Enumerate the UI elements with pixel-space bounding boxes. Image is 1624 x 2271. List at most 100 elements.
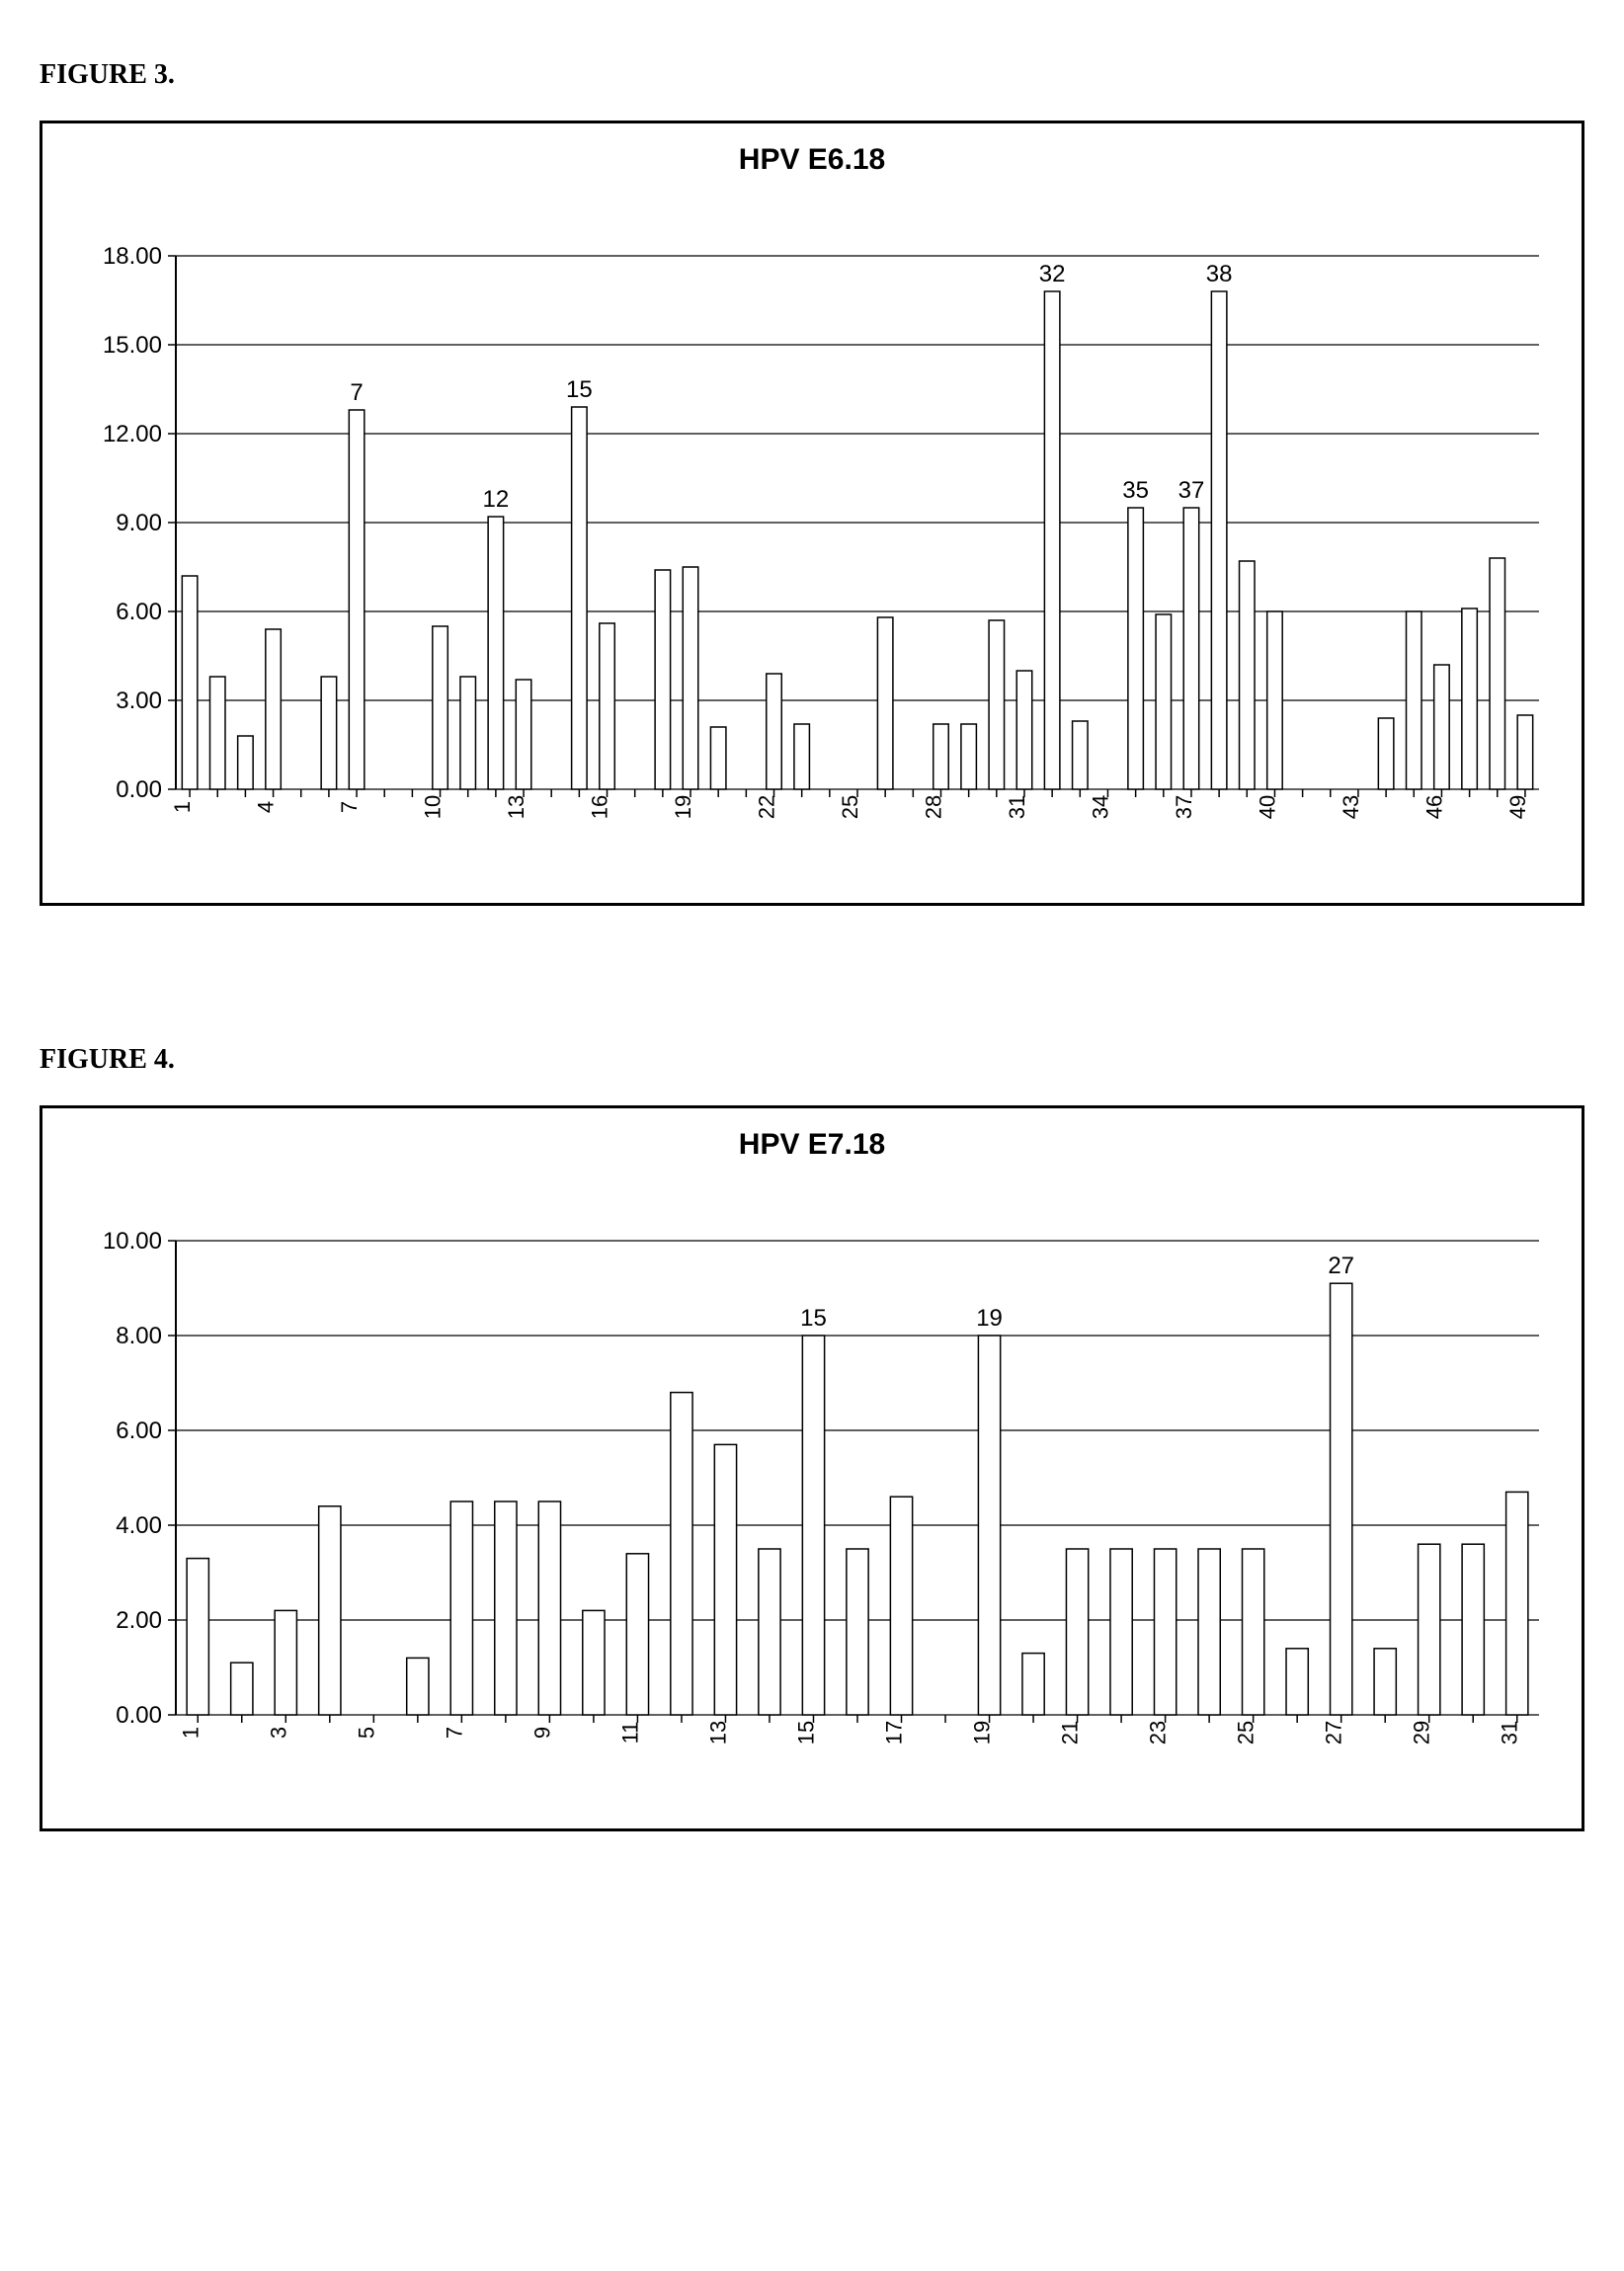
- svg-text:0.00: 0.00: [116, 1702, 162, 1729]
- figure3-label: FIGURE 3.: [40, 59, 1584, 91]
- bar: [583, 1610, 605, 1715]
- bar: [1506, 1492, 1528, 1715]
- bar: [978, 1336, 1000, 1715]
- svg-text:35: 35: [1122, 477, 1149, 504]
- bar: [321, 677, 336, 789]
- svg-text:1: 1: [178, 1727, 203, 1739]
- svg-text:25: 25: [1234, 1721, 1259, 1744]
- bar: [572, 407, 587, 789]
- bar: [187, 1559, 208, 1715]
- figure3-svg: 0.003.006.009.0012.0015.0018.00147101316…: [67, 197, 1569, 878]
- svg-text:9: 9: [529, 1727, 554, 1739]
- bar: [1286, 1649, 1308, 1715]
- svg-text:3: 3: [266, 1727, 290, 1739]
- bar: [182, 576, 197, 789]
- bar: [847, 1549, 868, 1715]
- bar: [450, 1501, 472, 1715]
- bar: [238, 736, 253, 789]
- bar: [1419, 1544, 1440, 1715]
- svg-text:6.00: 6.00: [116, 599, 162, 625]
- figure4-label: FIGURE 4.: [40, 1044, 1584, 1076]
- bar: [877, 617, 892, 789]
- bar: [1044, 291, 1059, 789]
- svg-text:29: 29: [1410, 1721, 1434, 1744]
- figure4-svg: 0.002.004.006.008.0010.00135791113151719…: [67, 1181, 1569, 1804]
- bar: [989, 620, 1004, 789]
- bar: [1066, 1549, 1088, 1715]
- svg-text:2.00: 2.00: [116, 1607, 162, 1634]
- bar: [1462, 608, 1477, 789]
- bar: [1154, 1549, 1176, 1715]
- bar: [600, 623, 614, 789]
- figure3-plot: 0.003.006.009.0012.0015.0018.00147101316…: [67, 197, 1557, 878]
- svg-text:5: 5: [354, 1727, 378, 1739]
- svg-text:32: 32: [1039, 261, 1066, 287]
- bar: [961, 724, 976, 789]
- svg-text:19: 19: [671, 795, 695, 819]
- bar: [1267, 611, 1282, 789]
- svg-text:7: 7: [350, 379, 363, 406]
- svg-text:15.00: 15.00: [103, 332, 162, 359]
- svg-text:19: 19: [970, 1721, 995, 1744]
- svg-text:37: 37: [1178, 477, 1205, 504]
- bar: [671, 1393, 692, 1715]
- bar: [1517, 715, 1532, 789]
- bar: [626, 1554, 648, 1715]
- svg-text:15: 15: [793, 1721, 818, 1744]
- bar: [210, 677, 225, 789]
- bar: [1128, 508, 1143, 789]
- bar: [231, 1663, 253, 1715]
- svg-text:37: 37: [1172, 795, 1196, 819]
- bar: [275, 1610, 296, 1715]
- bar: [460, 677, 475, 789]
- figure4-chart-container: HPV E7.18 0.002.004.006.008.0010.0013579…: [40, 1105, 1584, 1831]
- bar: [407, 1658, 429, 1715]
- svg-text:28: 28: [921, 795, 945, 819]
- bar: [890, 1497, 912, 1715]
- svg-text:21: 21: [1058, 1721, 1083, 1744]
- bar: [1243, 1549, 1264, 1715]
- svg-text:10: 10: [421, 795, 446, 819]
- svg-text:15: 15: [566, 376, 593, 403]
- bar: [1374, 1649, 1396, 1715]
- svg-text:27: 27: [1322, 1721, 1346, 1744]
- bar: [1156, 614, 1171, 789]
- figure4-title: HPV E7.18: [67, 1128, 1557, 1162]
- svg-text:15: 15: [800, 1305, 827, 1332]
- svg-text:18.00: 18.00: [103, 243, 162, 270]
- bar: [1407, 611, 1421, 789]
- bar: [1211, 291, 1226, 789]
- svg-text:13: 13: [504, 795, 528, 819]
- bar: [319, 1506, 341, 1715]
- figure3-chart-container: HPV E6.18 0.003.006.009.0012.0015.0018.0…: [40, 121, 1584, 906]
- bar: [488, 517, 503, 789]
- bar: [1378, 718, 1393, 789]
- bar: [1022, 1654, 1044, 1715]
- bar: [767, 674, 781, 789]
- svg-text:7: 7: [442, 1727, 466, 1739]
- svg-text:1: 1: [170, 801, 195, 813]
- svg-text:38: 38: [1206, 261, 1233, 287]
- svg-text:34: 34: [1088, 795, 1112, 819]
- bar: [794, 724, 809, 789]
- bar: [349, 410, 364, 789]
- bar: [1198, 1549, 1220, 1715]
- bar: [266, 629, 281, 789]
- bar: [1110, 1549, 1132, 1715]
- svg-text:43: 43: [1339, 795, 1363, 819]
- svg-text:19: 19: [976, 1305, 1003, 1332]
- bar: [1240, 561, 1255, 789]
- svg-text:31: 31: [1005, 795, 1029, 819]
- svg-text:4.00: 4.00: [116, 1512, 162, 1539]
- svg-text:22: 22: [755, 795, 779, 819]
- bar: [538, 1501, 560, 1715]
- bar: [1434, 665, 1449, 789]
- bar: [495, 1501, 517, 1715]
- bar: [433, 626, 447, 789]
- svg-text:3.00: 3.00: [116, 688, 162, 714]
- bar: [710, 727, 725, 789]
- bar: [1462, 1544, 1484, 1715]
- bar: [802, 1336, 824, 1715]
- svg-text:11: 11: [617, 1722, 642, 1744]
- svg-text:10.00: 10.00: [103, 1228, 162, 1255]
